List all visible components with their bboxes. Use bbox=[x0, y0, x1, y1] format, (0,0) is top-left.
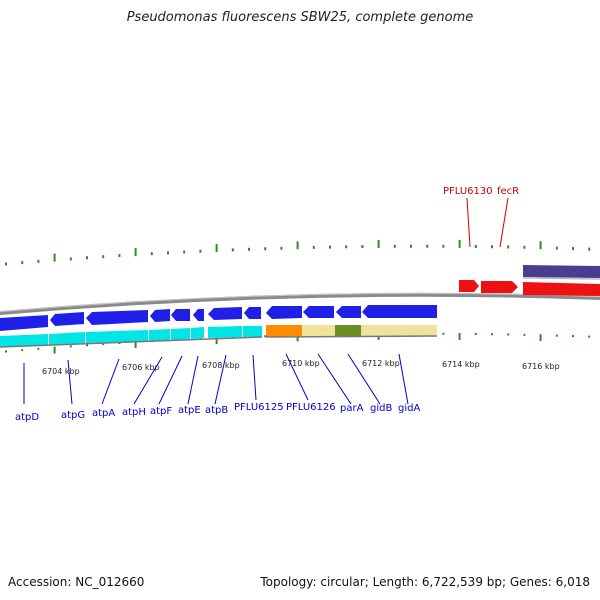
gene-arrow-PFLU6126 bbox=[266, 306, 302, 319]
gene-arrow-atpG bbox=[50, 312, 84, 326]
gene-label-gidA: gidA bbox=[398, 403, 420, 414]
leader-line bbox=[347, 353, 381, 405]
cds-segment bbox=[86, 330, 148, 343]
leader-line bbox=[187, 355, 199, 405]
gene-track-reverse bbox=[0, 305, 437, 331]
gene-arrow-PFLU6125 bbox=[244, 307, 261, 319]
cds-segment bbox=[149, 329, 170, 341]
leader-line bbox=[158, 355, 183, 405]
scale-label: 6708 kbp bbox=[202, 361, 240, 370]
gene-label-atpH: atpH bbox=[122, 407, 146, 418]
gene-arrow-gidB bbox=[336, 306, 361, 318]
gene-arrow-purple bbox=[523, 265, 600, 278]
gene-label-PFLU6125: PFLU6125 bbox=[234, 402, 284, 413]
gene-label-leaders-top bbox=[466, 197, 509, 248]
cds-segment bbox=[302, 325, 335, 336]
scale-ticks-upper bbox=[5, 239, 591, 266]
gene-label-atpF: atpF bbox=[150, 406, 172, 417]
gene-labels-top: PFLU6130 fecR bbox=[443, 186, 519, 197]
gene-label-gidB: gidB bbox=[370, 403, 392, 414]
cds-track-shadow bbox=[0, 335, 438, 348]
gene-arrow-fecR bbox=[481, 281, 518, 293]
gene-arrow-red-long bbox=[523, 282, 600, 296]
scale-label: 6716 kbp bbox=[522, 362, 560, 371]
genome-backbone bbox=[0, 292, 600, 315]
cds-segment bbox=[191, 327, 204, 339]
gene-label-atpG: atpG bbox=[61, 410, 85, 421]
cds-segment bbox=[0, 334, 48, 347]
gene-label-fecR: fecR bbox=[497, 186, 519, 197]
gene-arrow-gidA bbox=[362, 305, 437, 318]
gene-labels-bottom: atpD atpG atpA atpH atpF atpE atpB PFLU6… bbox=[15, 402, 420, 423]
scale-label: 6710 kbp bbox=[282, 359, 320, 368]
gene-arrow-atpD bbox=[0, 315, 48, 331]
forward-track-shadow bbox=[522, 277, 600, 280]
scale-labels: 6704 kbp 6706 kbp 6708 kbp 6710 kbp 6712… bbox=[42, 359, 560, 376]
gene-arrow-atpF bbox=[171, 309, 190, 321]
leader-line bbox=[214, 354, 227, 405]
cds-segment bbox=[335, 325, 361, 336]
scale-label: 6704 kbp bbox=[42, 367, 80, 376]
gene-label-atpE: atpE bbox=[178, 405, 201, 416]
gene-arrow-atpH bbox=[150, 309, 170, 322]
gene-label-leaders-bottom bbox=[23, 353, 409, 405]
leader-line bbox=[252, 354, 257, 401]
gene-track-forward bbox=[459, 265, 600, 296]
gene-arrow-parA bbox=[303, 306, 334, 318]
gene-arrow-PFLU6130 bbox=[459, 280, 479, 292]
accession-text: Accession: NC_012660 bbox=[8, 575, 145, 589]
gene-label-PFLU6126: PFLU6126 bbox=[286, 402, 336, 413]
scale-label: 6714 kbp bbox=[442, 360, 480, 369]
cds-segment bbox=[361, 325, 437, 336]
cds-segment bbox=[208, 326, 242, 338]
gene-label-atpA: atpA bbox=[92, 408, 115, 419]
gene-arrow-atpB bbox=[208, 307, 242, 320]
topology-text: Topology: circular; Length: 6,722,539 bp… bbox=[260, 575, 590, 589]
gene-arrow-atpE bbox=[193, 309, 204, 321]
leader-line bbox=[101, 358, 120, 405]
gene-label-parA: parA bbox=[340, 403, 364, 414]
leader-line bbox=[499, 197, 509, 248]
gene-label-atpD: atpD bbox=[15, 412, 39, 423]
cds-segment bbox=[49, 332, 85, 345]
leader-line bbox=[317, 353, 352, 405]
gene-label-atpB: atpB bbox=[205, 405, 228, 416]
cds-segment bbox=[266, 325, 302, 337]
leader-line bbox=[466, 197, 471, 248]
leader-line bbox=[398, 353, 409, 405]
cds-track bbox=[0, 325, 438, 348]
gene-arrow-atpA bbox=[86, 310, 148, 325]
cds-segment bbox=[243, 326, 262, 337]
cds-segment bbox=[171, 328, 190, 340]
leader-line bbox=[285, 353, 309, 401]
leader-line bbox=[133, 356, 163, 405]
leader-line bbox=[67, 359, 73, 405]
genome-backbone-highlight bbox=[0, 292, 600, 313]
gene-label-PFLU6130: PFLU6130 bbox=[443, 186, 493, 197]
scale-label: 6712 kbp bbox=[362, 359, 400, 368]
map-title: Pseudomonas fluorescens SBW25, complete … bbox=[126, 10, 474, 25]
scale-label: 6706 kbp bbox=[122, 363, 160, 372]
